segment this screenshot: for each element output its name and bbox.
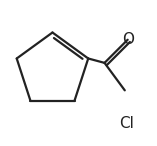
Text: O: O [122,32,134,47]
Text: Cl: Cl [119,116,134,131]
